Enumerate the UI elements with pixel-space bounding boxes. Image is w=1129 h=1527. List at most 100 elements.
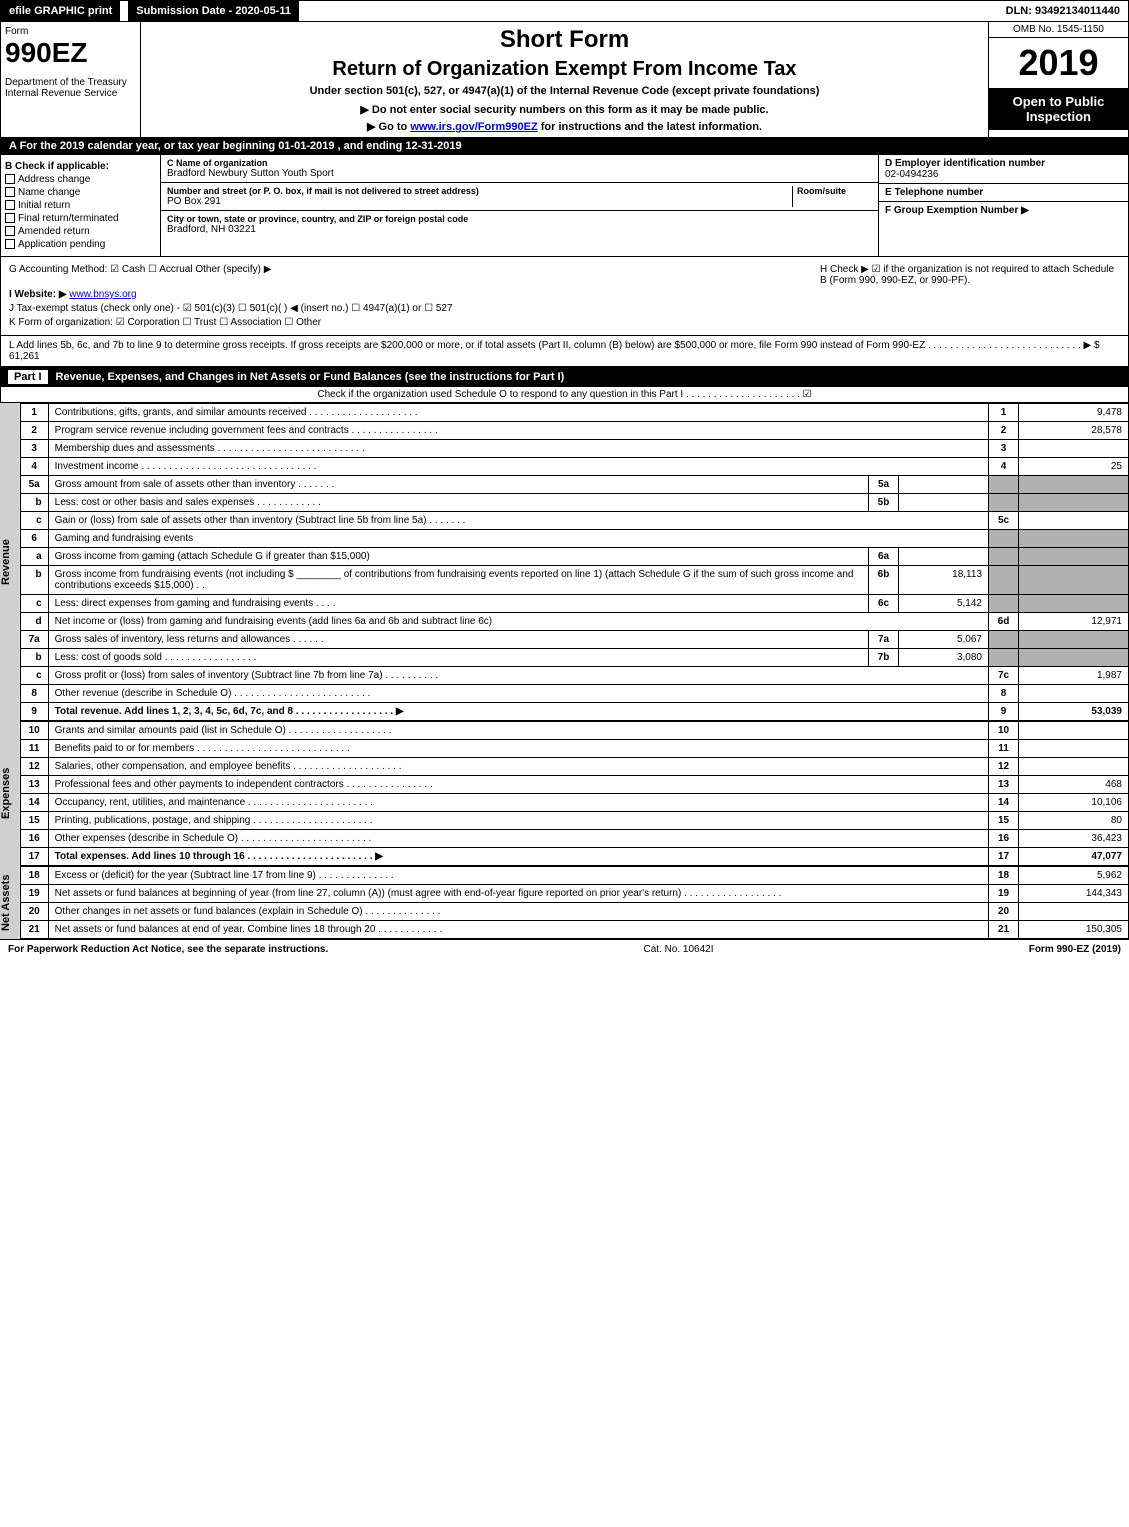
check-name-change[interactable]: Name change xyxy=(5,187,156,198)
line-5b: bLess: cost or other basis and sales exp… xyxy=(20,494,1128,512)
header-right: OMB No. 1545-1150 2019 Open to Public In… xyxy=(988,22,1128,137)
line-14: 14Occupancy, rent, utilities, and mainte… xyxy=(20,794,1128,812)
omb-number: OMB No. 1545-1150 xyxy=(989,22,1128,38)
website-label: I Website: ▶ xyxy=(9,289,67,300)
part-1-header: Part I Revenue, Expenses, and Changes in… xyxy=(0,367,1129,387)
revenue-table: 1Contributions, gifts, grants, and simil… xyxy=(20,403,1129,721)
info-block: B Check if applicable: Address change Na… xyxy=(0,155,1129,257)
netassets-table: 18Excess or (deficit) for the year (Subt… xyxy=(20,866,1129,939)
line-18: 18Excess or (deficit) for the year (Subt… xyxy=(20,867,1128,885)
line-7a: 7aGross sales of inventory, less returns… xyxy=(20,631,1128,649)
city-value: Bradford, NH 03221 xyxy=(167,224,872,235)
check-amended-return[interactable]: Amended return xyxy=(5,226,156,237)
check-application-pending[interactable]: Application pending xyxy=(5,239,156,250)
meta-rows: G Accounting Method: ☑ Cash ☐ Accrual Ot… xyxy=(0,257,1129,336)
tax-year-row: A For the 2019 calendar year, or tax yea… xyxy=(0,138,1129,155)
check-initial-return[interactable]: Initial return xyxy=(5,200,156,211)
goto-line: ▶ Go to www.irs.gov/Form990EZ for instru… xyxy=(145,120,984,133)
line-h: H Check ▶ ☑ if the organization is not r… xyxy=(820,264,1120,286)
check-address-change[interactable]: Address change xyxy=(5,174,156,185)
line-6a: aGross income from gaming (attach Schedu… xyxy=(20,548,1128,566)
short-form-title: Short Form xyxy=(145,26,984,54)
header-center: Short Form Return of Organization Exempt… xyxy=(141,22,988,137)
ein-label: D Employer identification number xyxy=(885,158,1122,169)
ssn-warning: ▶ Do not enter social security numbers o… xyxy=(145,103,984,116)
footer-left: For Paperwork Reduction Act Notice, see … xyxy=(8,944,328,955)
expenses-label: Expenses xyxy=(0,721,20,866)
line-6b: bGross income from fundraising events (n… xyxy=(20,566,1128,595)
org-name: Bradford Newbury Sutton Youth Sport xyxy=(167,168,872,179)
ein-value: 02-0494236 xyxy=(885,169,1122,180)
netassets-section: Net Assets 18Excess or (deficit) for the… xyxy=(0,866,1129,939)
open-inspection: Open to Public Inspection xyxy=(989,88,1128,130)
line-l: L Add lines 5b, 6c, and 7b to line 9 to … xyxy=(0,336,1129,367)
line-6d: dNet income or (loss) from gaming and fu… xyxy=(20,613,1128,631)
form-number: 990EZ xyxy=(5,37,136,69)
tax-year: 2019 xyxy=(989,38,1128,88)
line-9: 9Total revenue. Add lines 1, 2, 3, 4, 5c… xyxy=(20,703,1128,721)
top-bar: efile GRAPHIC print Submission Date - 20… xyxy=(0,0,1129,22)
form-word: Form xyxy=(5,26,136,37)
form-header: Form 990EZ Department of the Treasury In… xyxy=(0,22,1129,138)
submission-date: Submission Date - 2020-05-11 xyxy=(128,1,299,21)
line-21: 21Net assets or fund balances at end of … xyxy=(20,921,1128,939)
part-1-title: Revenue, Expenses, and Changes in Net As… xyxy=(56,371,565,383)
line-5a: 5aGross amount from sale of assets other… xyxy=(20,476,1128,494)
phone-label: E Telephone number xyxy=(885,187,1122,198)
part-1-label: Part I xyxy=(8,370,48,384)
department-label: Department of the Treasury Internal Reve… xyxy=(5,77,136,99)
revenue-section: Revenue 1Contributions, gifts, grants, a… xyxy=(0,403,1129,721)
header-left: Form 990EZ Department of the Treasury In… xyxy=(1,22,141,137)
page-footer: For Paperwork Reduction Act Notice, see … xyxy=(0,939,1129,959)
efile-print-button[interactable]: efile GRAPHIC print xyxy=(1,1,120,21)
goto-prefix: ▶ Go to xyxy=(367,121,410,133)
website-link[interactable]: www.bnsys.org xyxy=(69,289,136,300)
line-19: 19Net assets or fund balances at beginni… xyxy=(20,885,1128,903)
line-17: 17Total expenses. Add lines 10 through 1… xyxy=(20,848,1128,866)
city-label: City or town, state or province, country… xyxy=(167,214,872,224)
check-final-return[interactable]: Final return/terminated xyxy=(5,213,156,224)
line-13: 13Professional fees and other payments t… xyxy=(20,776,1128,794)
line-16: 16Other expenses (describe in Schedule O… xyxy=(20,830,1128,848)
goto-link[interactable]: www.irs.gov/Form990EZ xyxy=(410,121,537,133)
line-2: 2Program service revenue including gover… xyxy=(20,422,1128,440)
line-g: G Accounting Method: ☑ Cash ☐ Accrual Ot… xyxy=(9,264,271,286)
line-11: 11Benefits paid to or for members . . . … xyxy=(20,740,1128,758)
street-value: PO Box 291 xyxy=(167,196,792,207)
part-1-sub: Check if the organization used Schedule … xyxy=(0,387,1129,403)
line-15: 15Printing, publications, postage, and s… xyxy=(20,812,1128,830)
org-name-label: C Name of organization xyxy=(167,158,872,168)
line-7c: cGross profit or (loss) from sales of in… xyxy=(20,667,1128,685)
line-12: 12Salaries, other compensation, and empl… xyxy=(20,758,1128,776)
line-10: 10Grants and similar amounts paid (list … xyxy=(20,722,1128,740)
line-5c: cGain or (loss) from sale of assets othe… xyxy=(20,512,1128,530)
street-label: Number and street (or P. O. box, if mail… xyxy=(167,186,792,196)
goto-suffix: for instructions and the latest informat… xyxy=(538,121,762,133)
line-7b: bLess: cost of goods sold . . . . . . . … xyxy=(20,649,1128,667)
expenses-section: Expenses 10Grants and similar amounts pa… xyxy=(0,721,1129,866)
line-j: J Tax-exempt status (check only one) - ☑… xyxy=(9,303,1120,314)
revenue-label: Revenue xyxy=(0,403,20,721)
section-c: C Name of organization Bradford Newbury … xyxy=(161,155,878,256)
group-exempt-label: F Group Exemption Number ▶ xyxy=(885,205,1122,216)
footer-center: Cat. No. 10642I xyxy=(643,944,713,955)
section-b: B Check if applicable: Address change Na… xyxy=(1,155,161,256)
dln-label: DLN: 93492134011440 xyxy=(998,1,1128,21)
line-4: 4Investment income . . . . . . . . . . .… xyxy=(20,458,1128,476)
line-k: K Form of organization: ☑ Corporation ☐ … xyxy=(9,317,1120,328)
line-3: 3Membership dues and assessments . . . .… xyxy=(20,440,1128,458)
top-left: efile GRAPHIC print Submission Date - 20… xyxy=(1,1,299,21)
line-1: 1Contributions, gifts, grants, and simil… xyxy=(20,404,1128,422)
line-20: 20Other changes in net assets or fund ba… xyxy=(20,903,1128,921)
footer-right: Form 990-EZ (2019) xyxy=(1029,944,1121,955)
line-6c: cLess: direct expenses from gaming and f… xyxy=(20,595,1128,613)
section-d: D Employer identification number 02-0494… xyxy=(878,155,1128,256)
line-8: 8Other revenue (describe in Schedule O) … xyxy=(20,685,1128,703)
line-6: 6Gaming and fundraising events xyxy=(20,530,1128,548)
netassets-label: Net Assets xyxy=(0,866,20,939)
main-title: Return of Organization Exempt From Incom… xyxy=(145,58,984,81)
section-b-title: B Check if applicable: xyxy=(5,161,156,172)
room-label: Room/suite xyxy=(797,186,872,196)
expenses-table: 10Grants and similar amounts paid (list … xyxy=(20,721,1129,866)
subtitle: Under section 501(c), 527, or 4947(a)(1)… xyxy=(145,85,984,97)
